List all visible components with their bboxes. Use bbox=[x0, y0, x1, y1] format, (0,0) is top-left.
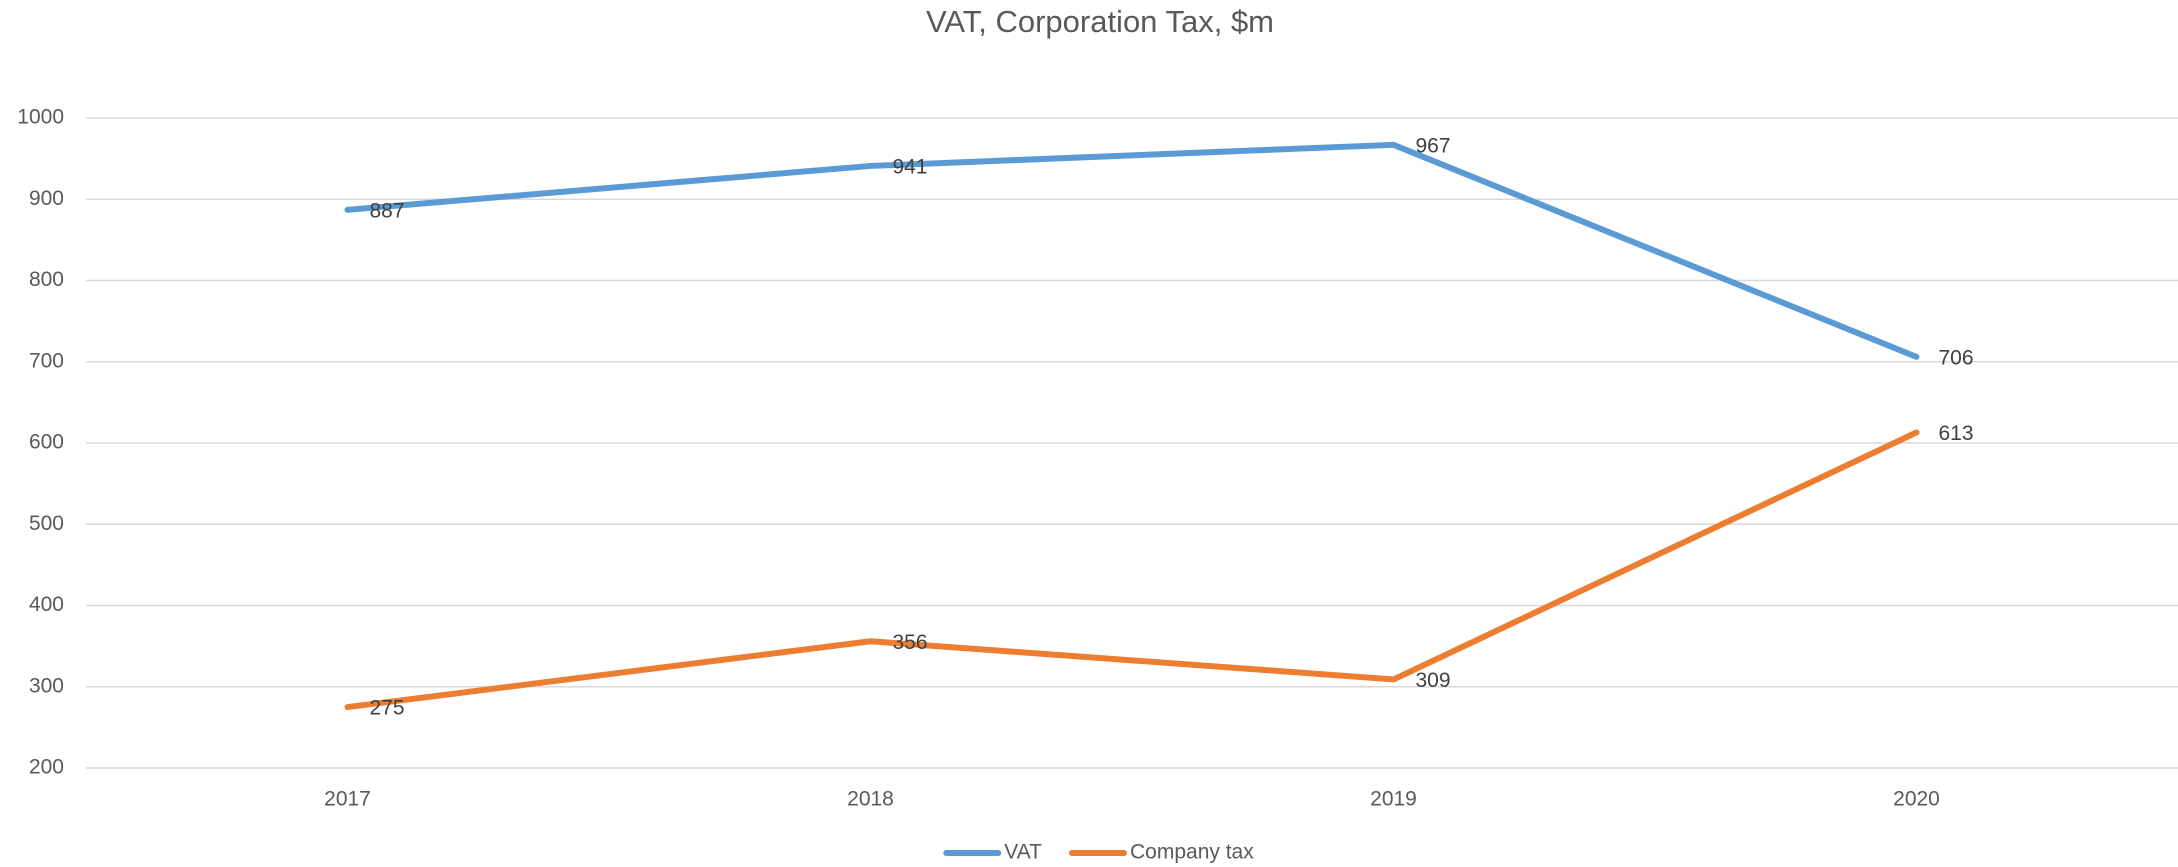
x-tick-label: 2019 bbox=[1370, 788, 1417, 811]
data-label: 275 bbox=[370, 697, 405, 720]
data-label: 941 bbox=[893, 155, 928, 178]
series-line bbox=[344, 429, 1920, 711]
series-line bbox=[344, 141, 1920, 360]
data-label: 967 bbox=[1416, 134, 1451, 157]
x-tick-label: 2017 bbox=[324, 788, 371, 811]
y-tick-label: 400 bbox=[29, 593, 64, 616]
data-label: 887 bbox=[370, 199, 405, 222]
legend-label: Company tax bbox=[1130, 841, 1254, 864]
legend-label: VAT bbox=[1004, 841, 1042, 864]
data-label: 613 bbox=[1939, 422, 1974, 445]
y-tick-label: 900 bbox=[29, 187, 64, 210]
y-tick-label: 700 bbox=[29, 349, 64, 372]
y-tick-label: 300 bbox=[29, 674, 64, 697]
y-tick-label: 600 bbox=[29, 431, 64, 454]
y-tick-label: 200 bbox=[29, 756, 64, 779]
x-tick-label: 2018 bbox=[847, 788, 894, 811]
data-label: 309 bbox=[1416, 669, 1451, 692]
y-tick-label: 800 bbox=[29, 268, 64, 291]
data-label: 356 bbox=[893, 631, 928, 654]
y-tick-label: 1000 bbox=[17, 106, 64, 129]
x-tick-label: 2020 bbox=[1893, 788, 1940, 811]
data-label: 706 bbox=[1939, 346, 1974, 369]
y-tick-label: 500 bbox=[29, 512, 64, 535]
chart-title: VAT, Corporation Tax, $m bbox=[926, 4, 1274, 39]
